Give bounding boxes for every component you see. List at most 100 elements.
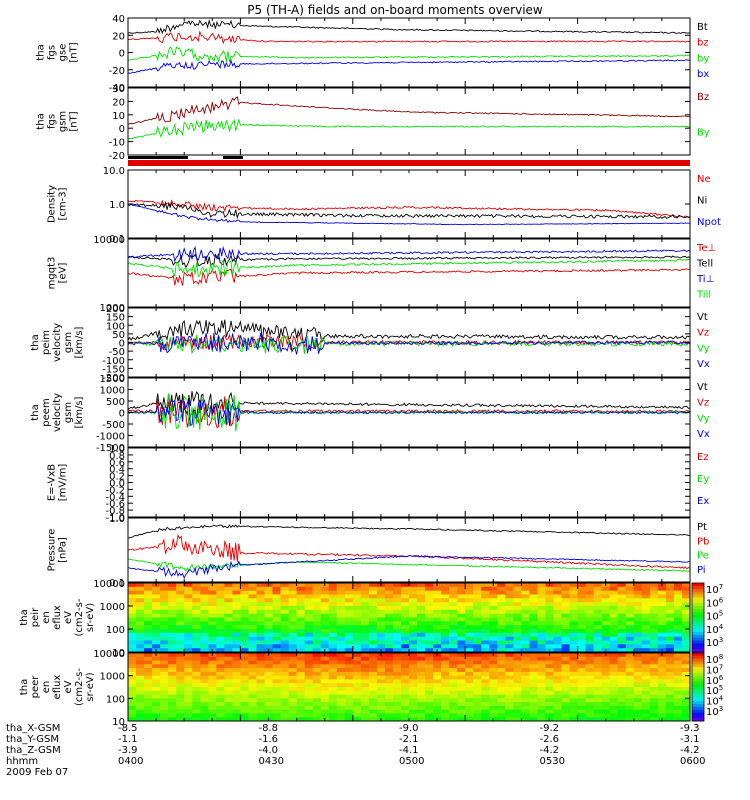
- spectrogram-cell: [184, 644, 193, 649]
- spectrogram-cell: [136, 629, 145, 634]
- spectrogram-cell: [465, 590, 474, 595]
- x-axis-value: -4.2: [680, 745, 700, 756]
- spectrogram-cell: [649, 617, 659, 622]
- spectrogram-cell: [256, 625, 265, 630]
- spectrogram-cell: [176, 668, 185, 673]
- colorbar-segment: [692, 687, 704, 691]
- spectrogram-cell: [441, 613, 450, 618]
- spectrogram-cell: [625, 640, 635, 645]
- spectrogram-cell: [593, 653, 603, 658]
- spectrogram-cell: [320, 694, 330, 699]
- spectrogram-cell: [513, 656, 522, 662]
- spectrogram-cell: [312, 675, 322, 680]
- spectrogram-cell: [593, 694, 603, 699]
- spectrogram-cell: [417, 629, 426, 634]
- spectrogram-cell: [352, 690, 362, 696]
- spectrogram-cell: [481, 717, 490, 722]
- spectrogram-cell: [168, 717, 177, 722]
- spectrogram-cell: [521, 602, 530, 607]
- legend-label: Pt: [697, 522, 707, 533]
- y-tick-label: -10: [109, 138, 125, 149]
- y-tick-label: 1000: [100, 386, 125, 397]
- spectrogram-cell: [682, 606, 691, 611]
- spectrogram-cell: [465, 702, 474, 707]
- spectrogram-cell: [673, 602, 683, 607]
- spectrogram-cell: [312, 687, 322, 692]
- spectrogram-cell: [344, 690, 354, 696]
- spectrogram-cell: [489, 687, 498, 692]
- spectrogram-cell: [625, 705, 635, 711]
- spectrogram-cell: [481, 679, 490, 684]
- spectrogram-cell: [593, 613, 603, 618]
- spectrogram-cell: [521, 679, 530, 684]
- spectrogram-cell: [208, 668, 217, 673]
- spectrogram-cell: [601, 640, 611, 645]
- spectrogram-cell: [360, 653, 370, 658]
- spectrogram-cell: [465, 717, 474, 722]
- spectrogram-cell: [376, 705, 386, 711]
- spectrogram-cell: [529, 679, 538, 684]
- spectrogram-cell: [152, 590, 161, 595]
- spectrogram-cell: [649, 598, 659, 603]
- spectrogram-cell: [360, 583, 370, 588]
- spectrogram-cell: [577, 675, 587, 680]
- spectrogram-cell: [144, 675, 153, 680]
- spectrogram-cell: [168, 705, 177, 711]
- spectrogram-cell: [673, 648, 683, 653]
- spectrogram-cell: [392, 625, 402, 630]
- spectrogram-cell: [513, 705, 522, 711]
- y-tick-label: 10.0: [103, 166, 125, 177]
- spectrogram-cell: [665, 583, 675, 588]
- spectrogram-cell: [272, 629, 281, 634]
- spectrogram-cell: [409, 590, 418, 595]
- spectrogram-cell: [569, 598, 579, 603]
- spectrogram-cell: [665, 636, 675, 641]
- spectrogram-cell: [336, 586, 346, 592]
- spectrogram-cell: [625, 629, 635, 634]
- spectrogram-cell: [264, 671, 273, 677]
- spectrogram-cell: [320, 713, 330, 718]
- spectrogram-cell: [497, 705, 506, 711]
- spectrogram-cell: [144, 664, 153, 669]
- spectrogram-cell: [633, 702, 643, 707]
- spectrogram-cell: [336, 621, 346, 626]
- spectrogram-cell: [312, 690, 322, 696]
- spectrogram-cell: [577, 598, 587, 603]
- spectrogram-cell: [352, 640, 362, 645]
- spectrogram-cell: [320, 609, 330, 615]
- spectrogram-cell: [641, 625, 651, 630]
- spectrogram-cell: [473, 613, 482, 618]
- spectrogram-cell: [537, 644, 546, 649]
- spectrogram-cell: [545, 629, 554, 634]
- spectrogram-cell: [609, 653, 619, 658]
- spectrogram-cell: [192, 629, 201, 634]
- spectrogram-cell: [465, 632, 474, 638]
- spectrogram-cell: [208, 621, 217, 626]
- spectrogram-cell: [328, 656, 338, 662]
- y-axis-label-line: sr-eV): [85, 603, 96, 632]
- spectrogram-cell: [384, 598, 394, 603]
- spectrogram-cell: [449, 664, 458, 669]
- spectrogram-cell: [144, 602, 153, 607]
- spectrogram-cell: [288, 602, 298, 607]
- spectrogram-cell: [529, 640, 538, 645]
- spectrogram-cell: [192, 583, 201, 588]
- spectrogram-cell: [537, 683, 546, 688]
- spectrogram-cell: [232, 694, 241, 699]
- spectrogram-cell: [609, 679, 619, 684]
- spectrogram-cell: [392, 653, 402, 658]
- spectrogram-cell: [425, 609, 434, 615]
- spectrogram-cell: [441, 694, 450, 699]
- spectrogram-cell: [641, 675, 651, 680]
- spectrogram-cell: [136, 668, 145, 673]
- y-tick-label: -0.8: [105, 506, 125, 517]
- spectrogram-cell: [425, 594, 434, 599]
- spectrogram-cell: [144, 683, 153, 688]
- spectrogram-cell: [352, 644, 362, 649]
- spectrogram-cell: [417, 713, 426, 718]
- spectrogram-cell: [465, 602, 474, 607]
- spectrogram-cell: [545, 640, 554, 645]
- spectrogram-cell: [304, 690, 314, 696]
- spectrogram-cell: [601, 687, 611, 692]
- spectrogram-cell: [529, 683, 538, 688]
